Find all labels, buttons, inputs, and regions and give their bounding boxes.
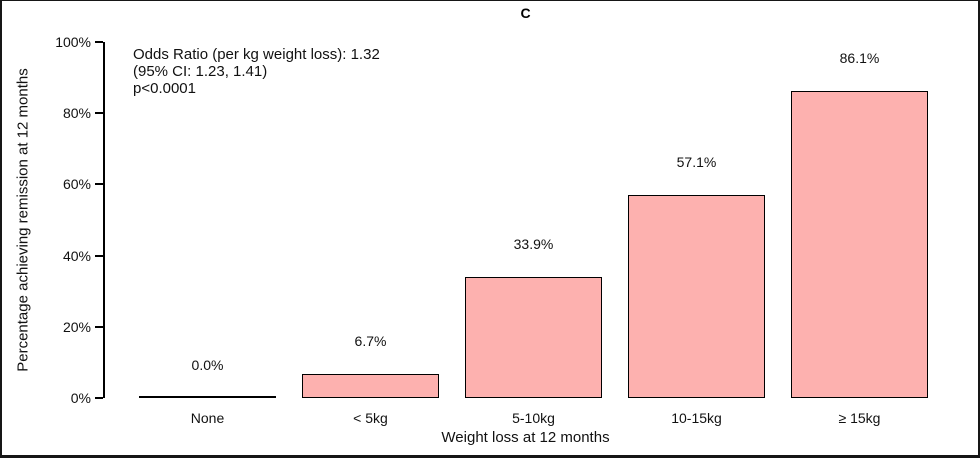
x-tick-label: 5-10kg [512, 410, 555, 426]
bar-< 5kg [302, 374, 439, 398]
y-tick-label: 60% [62, 176, 91, 193]
annotation-line-confidence-interval: (95% CI: 1.23, 1.41) [133, 63, 268, 80]
y-tick-mark [95, 254, 103, 257]
bar-5-10kg [465, 277, 602, 398]
x-tick-label: < 5kg [353, 410, 388, 426]
y-tick-mark [95, 41, 103, 43]
x-tick-label: ≥ 15kg [838, 410, 881, 426]
bar-≥ 15kg [791, 91, 928, 398]
y-tick-label: 20% [62, 318, 91, 335]
y-tick-mark [95, 325, 103, 328]
annotation-line-odds-ratio: Odds Ratio (per kg weight loss): 1.32 [133, 46, 380, 63]
panel-title: C [520, 5, 531, 21]
plot-area: 0% 20% 40% 60% 80% 100% 0.0% None 6.7% < 5kg 33.9%… [55, 34, 950, 426]
y-tick-mark [95, 112, 103, 115]
x-tick-label: 10-15kg [671, 410, 722, 426]
y-tick-label: 100% [55, 34, 91, 50]
stats-annotation: Odds Ratio (per kg weight loss): 1.32 (9… [133, 46, 380, 97]
bar-value-label: 0.0% [191, 357, 224, 373]
y-tick-label: 40% [62, 247, 91, 264]
y-tick-mark [95, 183, 103, 186]
bar-value-label: 6.7% [354, 333, 387, 349]
bar-value-label: 57.1% [676, 154, 717, 170]
x-axis-title: Weight loss at 12 months [441, 429, 610, 446]
y-axis-title: Percentage achieving remission at 12 mon… [14, 68, 32, 372]
y-tick-label: 80% [62, 105, 91, 122]
bar-None [139, 396, 276, 398]
bar-value-label: 33.9% [513, 236, 554, 252]
annotation-line-p-value: p<0.0001 [133, 80, 196, 97]
y-tick-label: 0% [70, 390, 91, 406]
bar-10-15kg [628, 195, 765, 398]
y-tick-mark [95, 397, 103, 399]
bar-value-label: 86.1% [839, 50, 880, 66]
x-tick-label: None [190, 410, 225, 426]
